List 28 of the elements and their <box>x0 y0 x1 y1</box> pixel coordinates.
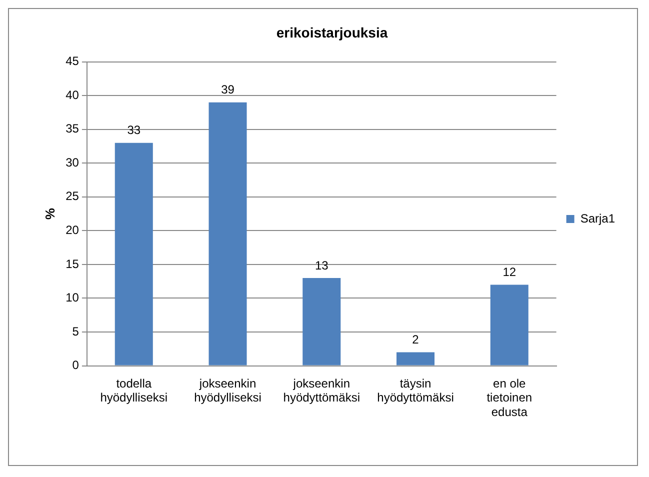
x-tick-label: todella hyödylliseksi <box>100 376 168 405</box>
x-tick-label: jokseenkin hyödyttömäksi <box>283 376 360 405</box>
bar <box>302 278 341 366</box>
data-label: 13 <box>314 258 329 272</box>
legend-label: Sarja1 <box>580 211 616 226</box>
y-tick-label: 35 <box>66 122 80 136</box>
x-tick-label: jokseenkin hyödylliseksi <box>194 376 262 405</box>
y-tick-label: 40 <box>66 88 80 102</box>
chart-title: erikoistarjouksia <box>276 24 388 40</box>
y-axis-title: % <box>42 208 58 220</box>
bar <box>490 284 528 366</box>
x-tick-label: en ole tietoinen edusta <box>486 376 532 420</box>
data-label: 39 <box>221 82 235 97</box>
data-label: 33 <box>127 123 141 138</box>
y-tick-label: 0 <box>72 358 80 372</box>
y-tick-label: 25 <box>66 189 80 204</box>
y-tick-label: 45 <box>66 54 80 68</box>
bar <box>396 352 435 366</box>
y-tick-label: 15 <box>66 256 80 271</box>
data-label: 2 <box>412 332 420 347</box>
x-tick-label: täysin hyödyttömäksi <box>377 376 454 405</box>
y-tick-label: 10 <box>66 290 80 305</box>
y-tick-label: 20 <box>66 223 80 237</box>
data-label: 12 <box>502 265 516 280</box>
bar <box>114 142 153 366</box>
y-tick-label: 30 <box>66 155 80 170</box>
y-tick-label: 5 <box>72 324 80 338</box>
bar <box>208 102 247 366</box>
